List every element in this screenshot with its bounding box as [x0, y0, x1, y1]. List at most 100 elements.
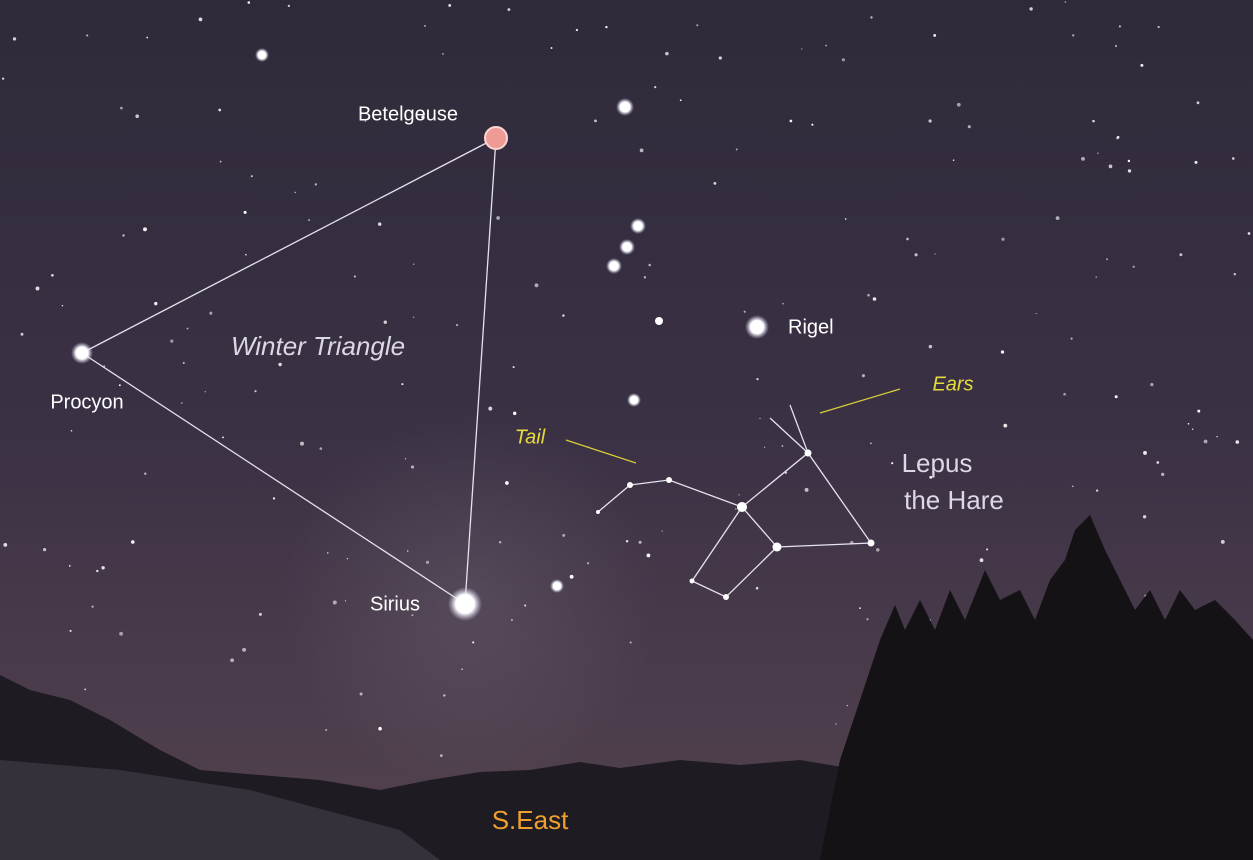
star — [782, 445, 784, 447]
star — [1115, 395, 1118, 398]
star — [1248, 232, 1251, 235]
star — [915, 253, 918, 256]
star — [119, 384, 121, 386]
star — [1133, 266, 1135, 268]
star — [119, 632, 123, 636]
star — [929, 345, 933, 349]
star — [1235, 440, 1239, 444]
star — [259, 613, 262, 616]
star — [842, 58, 845, 61]
star — [273, 497, 275, 499]
star — [513, 412, 516, 415]
star — [870, 16, 872, 18]
star — [562, 314, 564, 316]
star — [84, 689, 86, 691]
star — [222, 436, 224, 438]
star — [1216, 436, 1218, 438]
star — [845, 218, 847, 220]
star — [646, 553, 650, 557]
star — [3, 543, 7, 547]
star — [448, 4, 451, 7]
star — [1143, 515, 1146, 518]
star — [384, 320, 387, 323]
star — [96, 570, 98, 572]
star — [70, 630, 72, 632]
star — [906, 238, 909, 241]
star — [782, 303, 784, 305]
part-label: Ears — [932, 373, 973, 395]
star — [378, 727, 382, 731]
star — [315, 183, 317, 185]
star — [929, 119, 932, 122]
star — [69, 565, 71, 567]
star — [1234, 273, 1236, 275]
star — [1056, 216, 1060, 220]
star — [143, 227, 147, 231]
star — [401, 383, 403, 385]
star — [736, 148, 738, 150]
star — [1119, 25, 1121, 27]
star — [619, 239, 635, 255]
star — [199, 18, 203, 22]
star — [1097, 152, 1098, 153]
star — [551, 47, 553, 49]
star — [756, 587, 759, 590]
star — [278, 363, 281, 366]
star — [630, 641, 632, 643]
star — [461, 668, 462, 669]
star — [1072, 34, 1074, 36]
star — [1197, 101, 1200, 104]
star — [1096, 276, 1097, 277]
star — [696, 24, 698, 26]
star — [570, 575, 574, 579]
star — [120, 107, 123, 110]
star — [255, 48, 269, 62]
star — [655, 317, 663, 325]
star — [62, 305, 63, 306]
star — [801, 48, 802, 49]
star-label: Betelgeuse — [358, 103, 458, 125]
star — [13, 37, 16, 40]
star — [135, 114, 139, 118]
star — [968, 125, 971, 128]
star — [627, 393, 641, 407]
star — [378, 222, 382, 226]
star-rigel — [745, 315, 769, 339]
star — [1156, 461, 1159, 464]
star — [953, 159, 955, 161]
star — [440, 754, 443, 757]
star — [1197, 410, 1200, 413]
star — [825, 45, 827, 47]
star — [847, 705, 848, 706]
star — [1001, 350, 1004, 353]
star — [101, 566, 104, 569]
star — [862, 374, 865, 377]
star — [756, 378, 758, 380]
star — [1188, 423, 1190, 425]
star-betelgeuse — [485, 127, 507, 149]
star — [1063, 393, 1066, 396]
star — [300, 442, 304, 446]
star — [616, 98, 634, 116]
star — [442, 53, 444, 55]
star — [594, 120, 597, 123]
star — [1003, 424, 1007, 428]
sky-chart: Betelgeuse Procyon Sirius Rigel Winter T… — [0, 0, 1253, 860]
star — [1001, 238, 1004, 241]
star — [1192, 428, 1194, 430]
star — [1071, 338, 1073, 340]
star — [640, 149, 644, 153]
star — [443, 694, 445, 696]
star — [605, 26, 607, 28]
star — [1106, 258, 1108, 260]
star — [587, 562, 589, 564]
star-label: Procyon — [50, 391, 123, 413]
star — [499, 541, 501, 543]
star — [71, 430, 73, 432]
star — [873, 297, 877, 301]
star — [790, 120, 793, 123]
star — [43, 548, 46, 551]
star — [251, 175, 253, 177]
star — [606, 258, 622, 274]
star — [505, 481, 509, 485]
